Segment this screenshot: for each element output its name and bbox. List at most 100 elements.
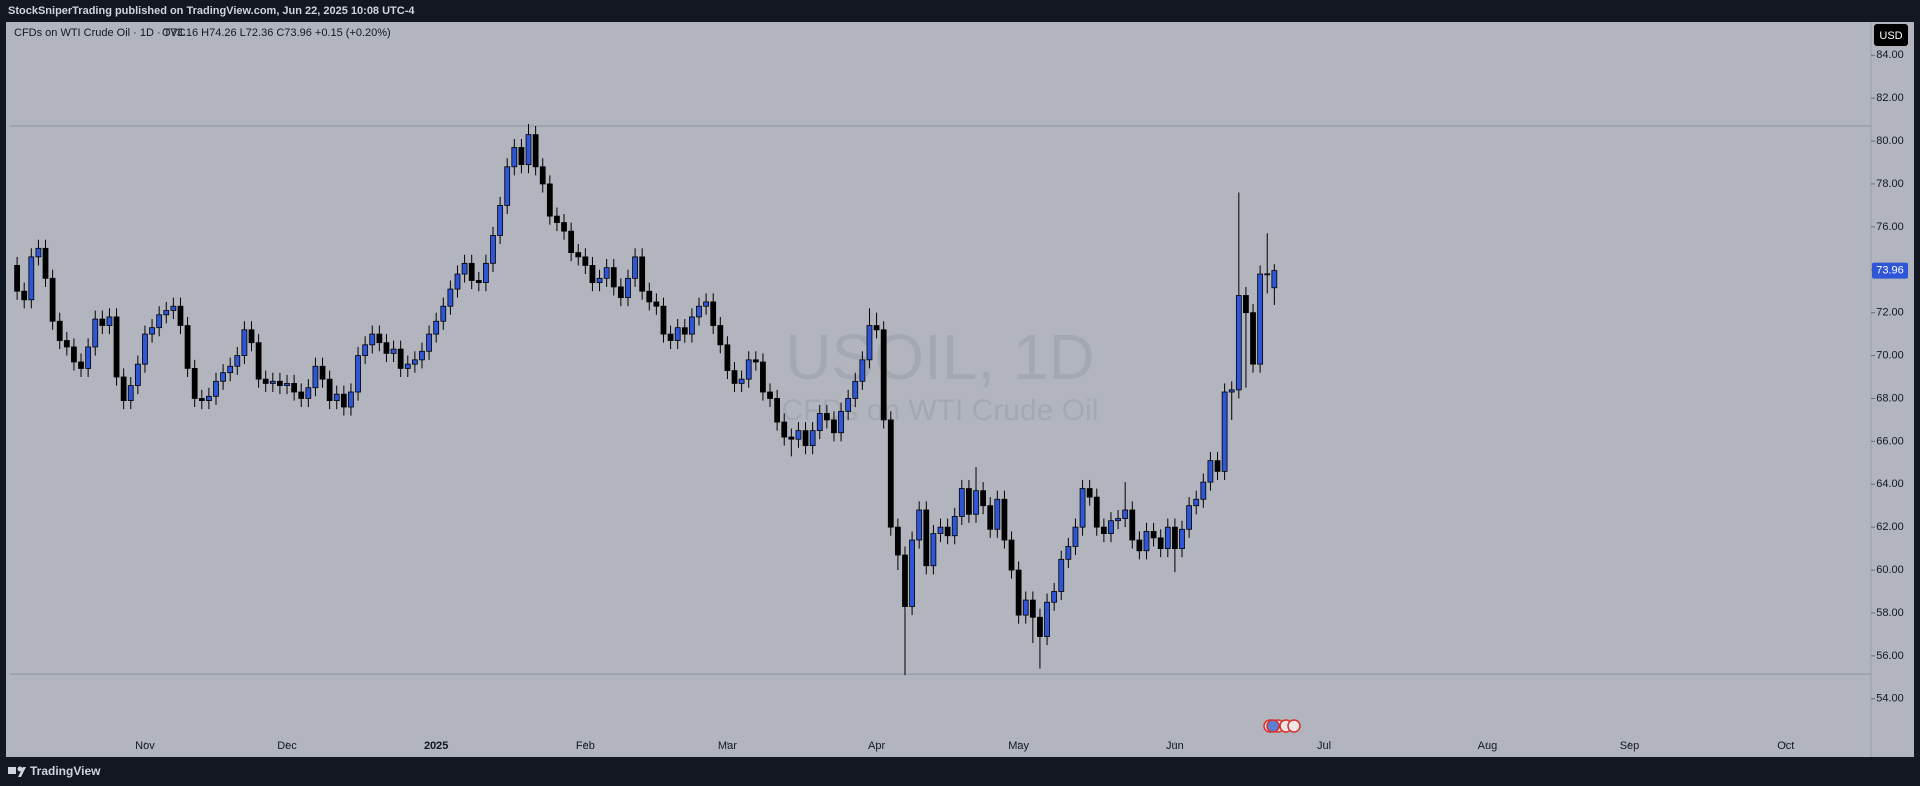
candle-body [454,273,461,290]
candle-body [1228,389,1235,393]
candle-body [220,372,226,382]
candle-body [958,488,965,517]
currency-button[interactable] [1874,24,1908,46]
candle-body [866,325,873,361]
candle-body [78,361,84,369]
watermark-name: CFDs on WTI Crude Oil [782,394,1099,427]
candle-body [1200,481,1207,500]
candle-body [113,316,120,378]
candle-body [497,204,503,236]
candle-body [518,147,525,166]
candle-body [646,290,653,303]
candle-body [56,320,63,341]
candle-body [554,215,560,223]
candle-body [1022,599,1029,616]
candle-body [333,393,340,401]
candle-body [717,325,724,346]
candle-body [603,267,610,279]
candle-body [887,419,894,528]
currency-label[interactable]: USD [1879,30,1902,42]
candle-body [546,183,553,217]
candle-body [994,498,1001,530]
candle-body [1157,537,1164,550]
candle-body [348,391,354,408]
candle-body [440,305,447,322]
event-flag[interactable] [1266,719,1280,733]
candle-body [42,247,49,279]
candle-body [916,509,923,541]
logo-part [18,767,26,777]
candle-body [525,134,532,166]
y-tick-label: 66.00 [1876,435,1904,447]
candle-body [852,380,859,399]
x-tick-label: Oct [1777,740,1794,752]
candle-body [390,348,397,354]
candle-body [426,333,432,352]
candle-body [703,301,709,307]
event-flag[interactable] [1287,719,1301,733]
candle-body [71,346,77,363]
candle-body [305,387,312,399]
candle-body [376,333,383,344]
candle-body [689,316,695,335]
candle-body [944,526,951,537]
candle-body [596,277,603,284]
candle-body [1051,591,1058,603]
x-tick-label: Feb [576,740,595,752]
candle-body [681,327,688,335]
candle-body [227,365,234,374]
candle-body [1037,616,1043,637]
candle-body [355,355,361,393]
x-tick-label: Nov [135,740,155,752]
candle-body [1214,460,1221,472]
x-tick-label: Sep [1620,740,1640,752]
candle-body [433,320,440,335]
candle-body [1179,528,1185,550]
candle-body [127,385,134,401]
candle-body [35,247,42,258]
candle-body [142,333,148,365]
y-tick-label: 78.00 [1876,178,1904,190]
candle-body [745,359,752,380]
candle-body [213,380,219,397]
candle-body [617,286,624,299]
candle-body [838,410,844,434]
candle-body [1058,558,1065,592]
candle-body [184,325,191,369]
candle-body [710,301,717,326]
candle-body [951,516,958,537]
candle-body [63,340,70,348]
candle-body [781,421,788,438]
logo-part [8,767,16,774]
candle-body [1044,601,1050,637]
x-tick-label: Dec [277,740,297,752]
candle-body [170,305,177,311]
y-tick-label: 58.00 [1876,607,1904,619]
candle-body [610,267,617,288]
candle-body [504,166,511,206]
y-tick-label: 56.00 [1876,650,1904,662]
candle-body [92,318,99,348]
y-tick-label: 64.00 [1876,478,1904,490]
candle-body [99,318,106,326]
candle-body [191,368,198,399]
y-tick-label: 68.00 [1876,392,1904,404]
y-tick-label: 76.00 [1876,221,1904,233]
candle-body [1122,509,1129,519]
candle-body [326,378,333,401]
candle-body [1250,312,1256,365]
candle-body [774,398,781,423]
candle-body [205,395,212,401]
brand-name: TradingView [30,764,101,778]
candle-body [134,363,141,386]
candle-body [14,265,20,292]
y-tick-label: 82.00 [1876,92,1904,104]
candle-body [475,280,482,284]
x-tick-label: Apr [868,740,885,752]
watermark-symbol: USOIL, 1D [785,321,1094,393]
candle-body [568,230,575,253]
candle-body [419,350,425,361]
logo-part [17,766,23,772]
candle-body [752,359,759,363]
candle-body [1065,546,1072,560]
